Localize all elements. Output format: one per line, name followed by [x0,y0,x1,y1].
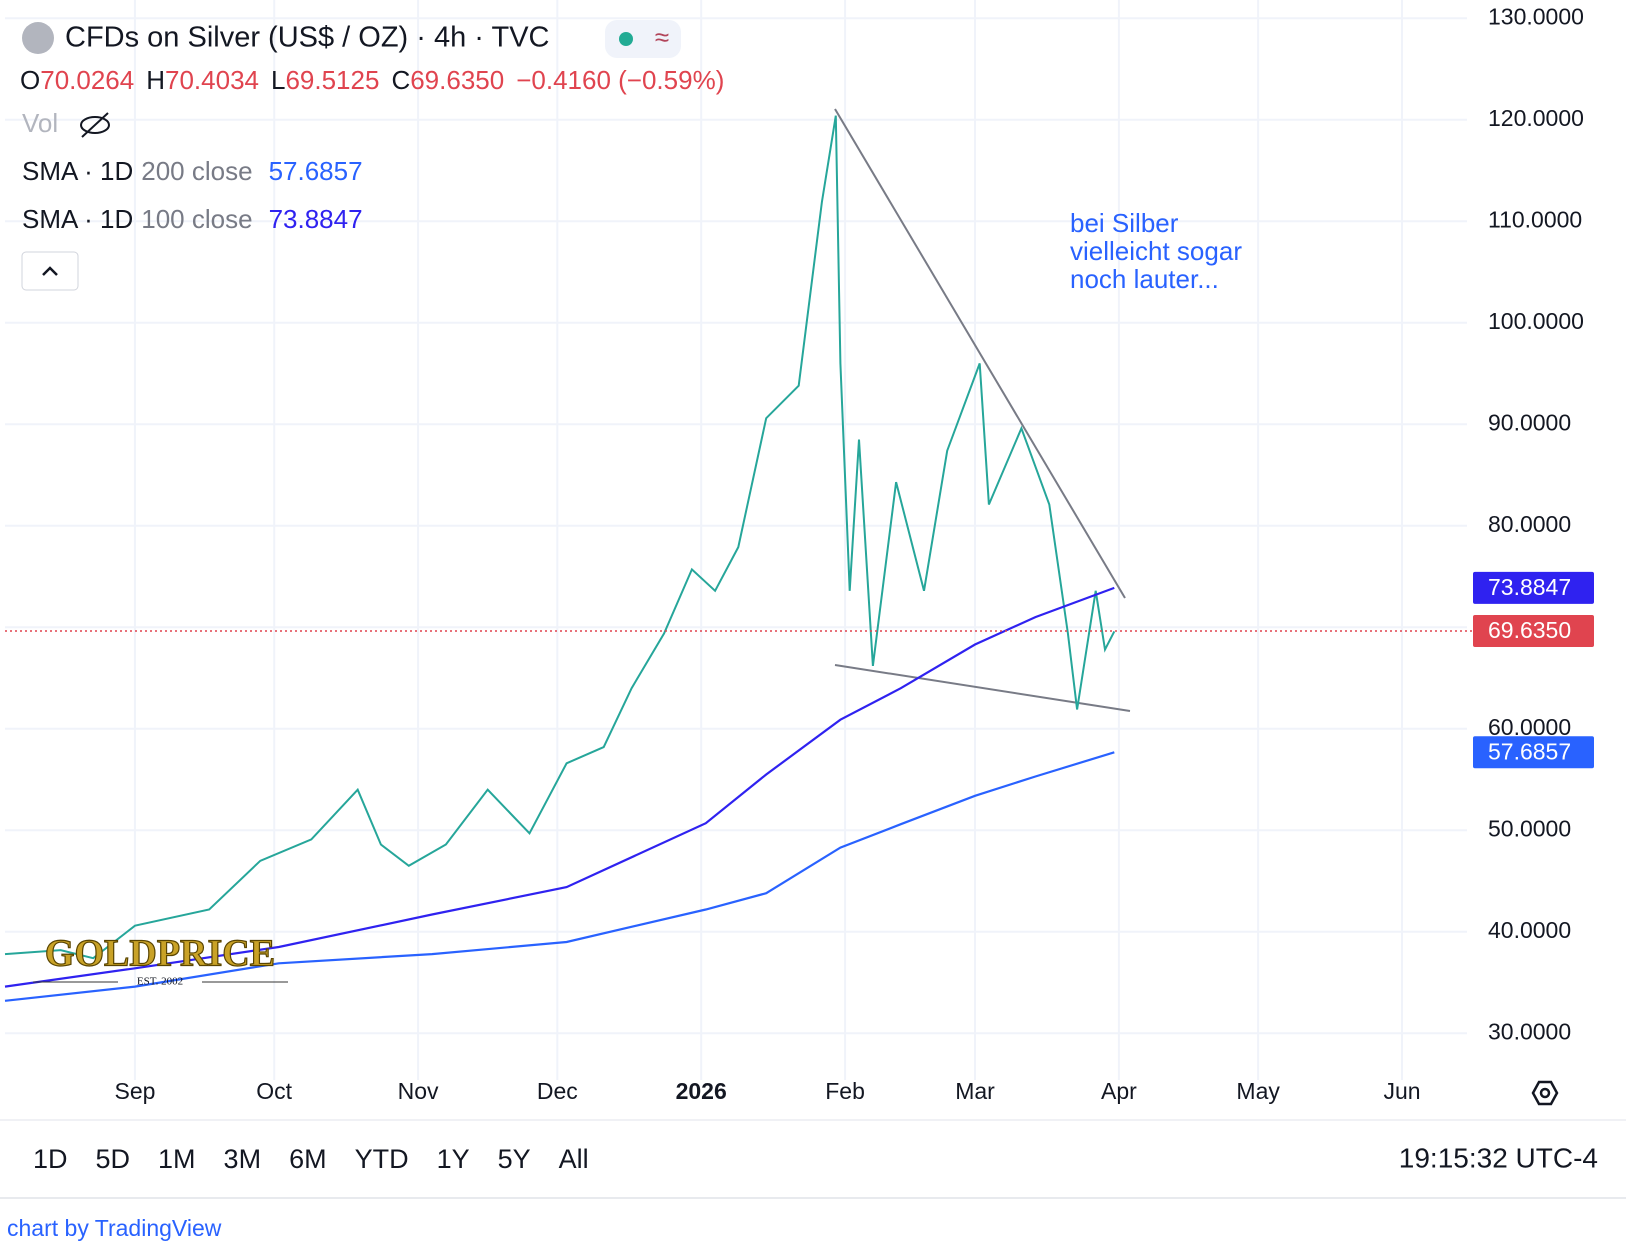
y-tick-label: 60.0000 [1488,714,1571,740]
vol-label: Vol [22,108,58,138]
x-tick-label: Sep [114,1078,155,1104]
ohlc-value: 70.0264 [40,65,134,95]
indicators: SMA · 1D 200 close 57.6857 SMA · 1D 100 clos… [22,156,363,234]
range-button[interactable]: 5Y [498,1144,531,1174]
ohlc-key: L [271,65,285,95]
vol-hide-icon[interactable] [80,112,110,138]
indicator-value: 57.6857 [269,156,363,186]
collapse-icon [42,266,58,276]
change: −0.4160 (−0.59%) [516,65,724,95]
plot [4,115,1472,1002]
axes: 30.0000 40.0000 50.0000 60.0000 80.0000 90.00… [114,3,1594,1104]
indicator-params: 200 close [141,156,252,186]
footer: chart by TradingView [7,1215,222,1241]
watermark-since: EST. 2002 [137,976,183,988]
ohlc-key: H [146,65,165,95]
ohlc-value: 70.4034 [165,65,259,95]
watermark-brand: GOLDPRICE [45,933,275,975]
ohlc: O70.0264 H70.4034 L69.5125 C69.6350 −0.4160 … [20,65,724,95]
header: CFDs on Silver (US$ / OZ) · 4h · TVC ≈ O… [20,20,724,291]
y-tick-label: 80.0000 [1488,511,1571,537]
y-tick-label: 110.0000 [1488,206,1582,232]
y-tick-label: 100.0000 [1488,308,1584,334]
y-tick-label: 90.0000 [1488,409,1571,435]
series-line [4,586,1115,988]
y-tick-label: 40.0000 [1488,917,1571,943]
range-button[interactable]: All [559,1144,589,1174]
clock: 19:15:32 UTC-4 [1399,1142,1598,1173]
status-icon: ≈ [655,22,669,52]
range-bar: 1D 5D 1M 3M 6M YTD 1Y 5Y All [33,1144,589,1174]
x-tick-label: Apr [1101,1078,1137,1104]
range-button[interactable]: 5D [96,1144,131,1174]
indicator-legend: SMA · 1D 200 close 57.6857 [22,156,363,186]
range-button[interactable]: 1Y [437,1144,470,1174]
title: CFDs on Silver (US$ / OZ) · 4h · TVC [65,22,550,54]
indicator-name: SMA · 1D [22,204,133,234]
x-tick-label: May [1236,1078,1280,1104]
x-tick-label: Feb [825,1078,865,1104]
x-tick-label: 2026 [676,1078,727,1104]
x-tick-label: Mar [955,1078,995,1104]
x-tick-label: Dec [537,1078,578,1104]
annotation-line: noch lauter... [1070,264,1219,294]
indicator-params: 100 close [141,204,252,234]
trend-line [834,108,1126,599]
price-badge-label: 57.6857 [1488,738,1571,764]
grid [5,0,1467,1080]
collapse-button[interactable] [21,251,79,291]
price-badge [1473,571,1594,604]
price-badge-label: 69.6350 [1488,617,1571,643]
annotation-line: bei Silber [1070,208,1179,238]
series-line [4,115,1116,960]
trend-line [834,664,1131,712]
y-tick-label: 50.0000 [1488,815,1571,841]
series-line [4,751,1115,1002]
symbol-logo [22,22,54,54]
range-button[interactable]: YTD [355,1144,409,1174]
watermark: GOLDPRICE EST. 2002 [33,932,288,988]
price-badge [1473,736,1594,769]
x-tick-label: Jun [1383,1078,1420,1104]
price-badge-label: 73.8847 [1488,574,1571,600]
price-badge [1473,614,1594,647]
ohlc-value: 69.5125 [285,65,379,95]
y-tick-label: 120.0000 [1488,105,1584,131]
ohlc-value: 69.6350 [410,65,504,95]
indicator-name: SMA · 1D [22,156,133,186]
status-pill[interactable] [605,20,681,58]
range-button[interactable]: 1D [33,1144,68,1174]
y-tick-label: 130.0000 [1488,3,1584,29]
x-tick-label: Oct [256,1078,292,1104]
range-button[interactable]: 1M [158,1144,196,1174]
range-button[interactable]: 3M [224,1144,262,1174]
ohlc-key: C [391,65,410,95]
status-dot [619,32,633,46]
indicator-value: 73.8847 [269,204,363,234]
y-tick-label: 30.0000 [1488,1018,1571,1044]
annotation-line: vielleicht sogar [1070,236,1242,266]
x-tick-label: Nov [398,1078,439,1104]
range-button[interactable]: 6M [289,1144,327,1174]
ohlc-key: O [20,65,40,95]
settings-icon[interactable] [1531,1080,1559,1106]
indicator-legend: SMA · 1D 100 close 73.8847 [22,204,363,234]
